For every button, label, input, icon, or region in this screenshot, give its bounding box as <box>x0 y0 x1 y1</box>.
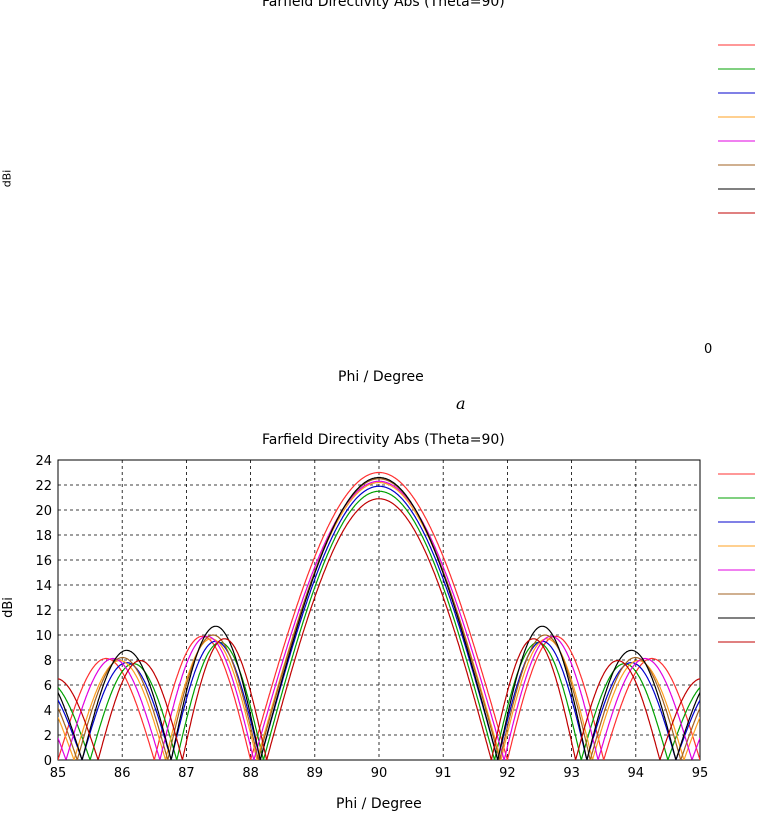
panel-a-title: Farfield Directivity Abs (Theta=90) <box>262 0 505 10</box>
x-tick-label: 85 <box>50 766 67 781</box>
y-tick-label: 0 <box>44 754 52 769</box>
y-tick-label: 20 <box>35 504 52 519</box>
y-tick-label: 16 <box>35 554 52 569</box>
x-tick-label: 89 <box>307 766 324 781</box>
series-line <box>58 498 700 760</box>
y-tick-label: 18 <box>35 529 52 544</box>
series-line <box>58 478 700 760</box>
panel-a-caption: a <box>456 394 466 413</box>
series-line <box>58 480 700 760</box>
x-tick-label: 87 <box>178 766 195 781</box>
y-tick-label: 14 <box>35 579 52 594</box>
y-tick-label: 22 <box>35 479 52 494</box>
x-tick-label: 91 <box>435 766 452 781</box>
x-tick-label: 95 <box>692 766 709 781</box>
y-tick-label: 10 <box>35 629 52 644</box>
panel-a-xlabel: Phi / Degree <box>338 369 424 385</box>
series-group <box>58 471 700 760</box>
x-axis-label: Phi / Degree <box>336 796 422 812</box>
panel-a-stray-zero: 0 <box>704 342 713 357</box>
y-tick-label: 24 <box>35 454 52 469</box>
plot-frame <box>57 459 701 761</box>
x-tick-label: 88 <box>242 766 259 781</box>
y-tick-label: 6 <box>44 679 52 694</box>
series-line <box>58 476 700 760</box>
series-line <box>58 471 700 760</box>
y-tick-label: 2 <box>44 729 52 744</box>
panel-a: Farfield Directivity Abs (Theta=90) dBi … <box>0 0 760 413</box>
x-tick-label: 86 <box>114 766 131 781</box>
x-tick-label: 92 <box>499 766 516 781</box>
series-line <box>58 490 700 760</box>
y-tick-label: 8 <box>44 654 52 669</box>
chart-title: Farfield Directivity Abs (Theta=90) <box>262 432 505 448</box>
panel-a-legend <box>718 44 755 214</box>
x-tick-label: 93 <box>563 766 580 781</box>
series-line <box>58 481 700 760</box>
y-tick-label: 4 <box>44 704 52 719</box>
y-tick-label: 12 <box>35 604 52 619</box>
x-tick-label: 90 <box>371 766 388 781</box>
x-tick-label: 94 <box>628 766 645 781</box>
